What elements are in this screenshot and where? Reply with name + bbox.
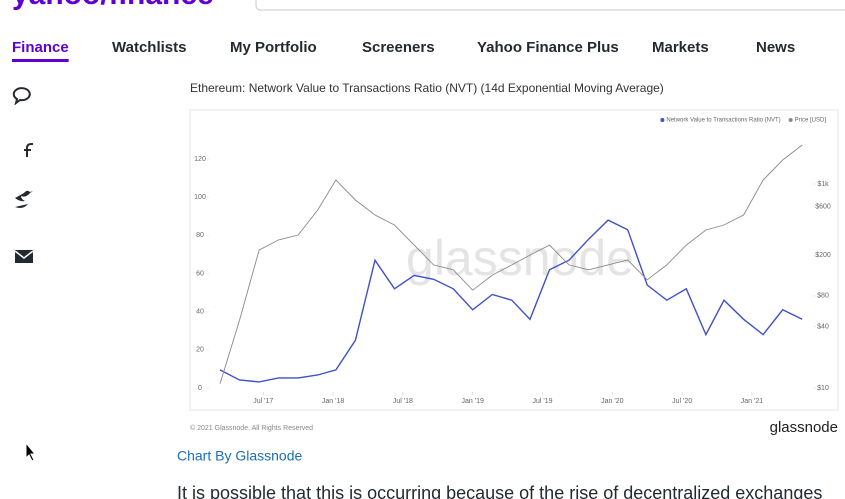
comment-icon[interactable] bbox=[12, 87, 31, 106]
nav-item[interactable]: My Portfolio bbox=[230, 39, 317, 56]
nav-item[interactable]: Screeners bbox=[362, 39, 435, 56]
chart-frame bbox=[189, 109, 839, 411]
x-tick-label: Jan '20 bbox=[601, 398, 623, 405]
y-tick-label: 80 bbox=[196, 232, 204, 239]
legend-label: Network Value to Transactions Ratio (NVT… bbox=[666, 118, 780, 124]
y-tick-label: 120 bbox=[194, 156, 206, 163]
y2-tick-label: $80 bbox=[817, 293, 829, 300]
x-tick-label: Jul '18 bbox=[393, 398, 413, 405]
y2-tick-label: $600 bbox=[815, 203, 831, 210]
legend-label: Price [USD] bbox=[795, 118, 827, 124]
y-tick-label: 100 bbox=[194, 194, 206, 201]
facebook-icon[interactable] bbox=[24, 143, 33, 157]
nav-item[interactable]: Watchlists bbox=[112, 39, 186, 56]
y-tick-label: 40 bbox=[196, 309, 204, 316]
y2-tick-label: $1k bbox=[817, 181, 829, 188]
mail-icon[interactable] bbox=[15, 250, 33, 263]
cursor bbox=[25, 441, 37, 462]
series-line bbox=[219, 219, 803, 383]
copyright: © 2021 Glassnode. All Rights Reserved bbox=[190, 424, 313, 432]
nav-item[interactable]: Yahoo Finance Plus bbox=[477, 39, 619, 56]
logo[interactable]: yahoo/finance bbox=[12, 0, 214, 11]
brand: glassnode bbox=[770, 419, 838, 436]
x-tick-label: Jan '18 bbox=[322, 398, 344, 405]
y-tick-label: 20 bbox=[196, 347, 204, 354]
twitter-icon[interactable] bbox=[15, 190, 33, 208]
x-tick-label: Jan '19 bbox=[462, 398, 484, 405]
nav-active-underline bbox=[12, 59, 69, 62]
share-icons bbox=[12, 87, 34, 263]
series-line bbox=[219, 144, 803, 384]
x-tick-label: Jul '17 bbox=[253, 398, 273, 405]
article-text: It is possible that this is occurring be… bbox=[177, 483, 822, 499]
legend-swatch bbox=[660, 118, 665, 122]
watermark: glassnode bbox=[406, 230, 634, 286]
legend-swatch bbox=[788, 118, 793, 122]
y-tick-label: 60 bbox=[196, 270, 204, 277]
y-tick-label: 0 bbox=[198, 385, 202, 392]
x-tick-label: Jan '21 bbox=[741, 398, 763, 405]
y2-tick-label: $40 bbox=[817, 323, 829, 330]
source-link[interactable]: Chart By Glassnode bbox=[177, 448, 302, 464]
chart-title: Ethereum: Network Value to Transactions … bbox=[190, 81, 664, 95]
y2-tick-label: $10 bbox=[817, 385, 829, 392]
x-tick-label: Jul '20 bbox=[672, 398, 692, 405]
nav-item[interactable]: Finance bbox=[12, 39, 69, 56]
nav-item[interactable]: Markets bbox=[652, 39, 709, 56]
y2-tick-label: $200 bbox=[815, 252, 831, 259]
search-box[interactable] bbox=[255, 0, 845, 11]
x-tick-label: Jul '19 bbox=[533, 398, 553, 405]
nav-item[interactable]: News bbox=[756, 39, 795, 56]
